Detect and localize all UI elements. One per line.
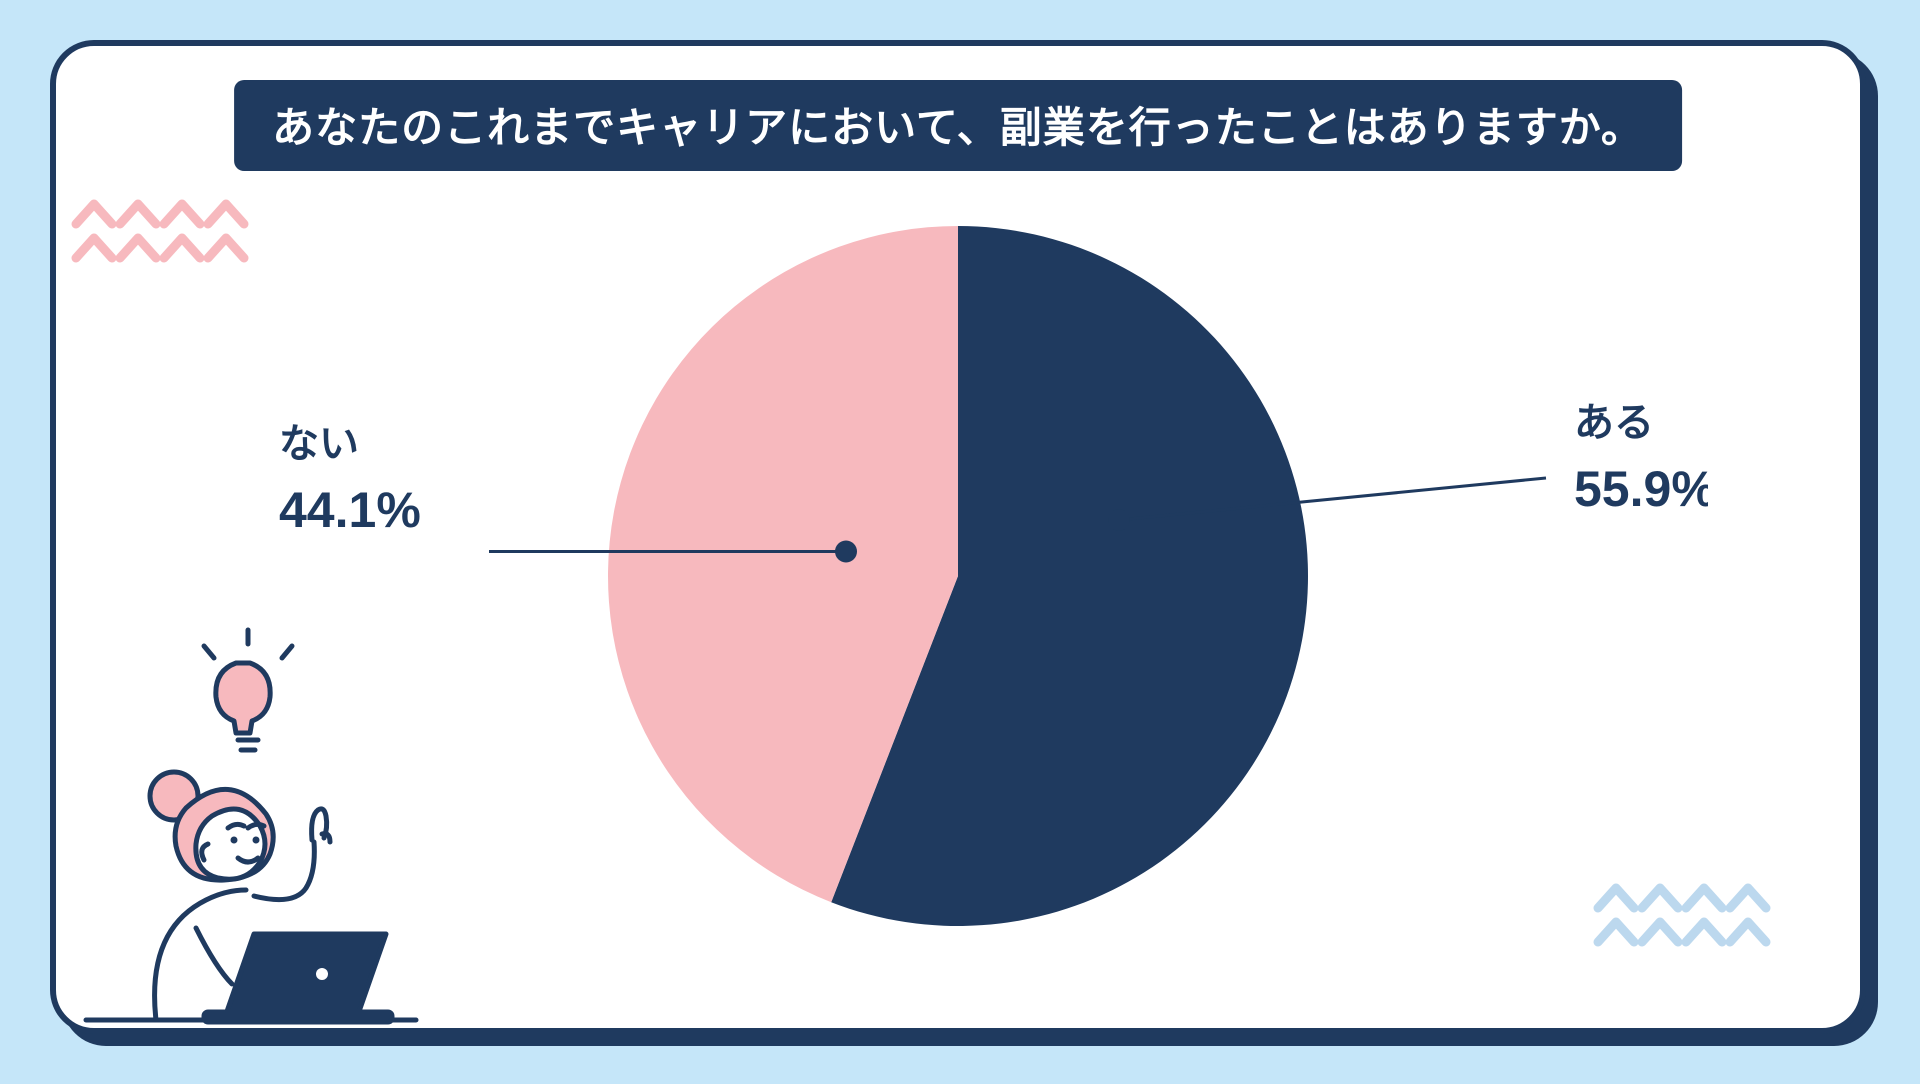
pie-slice-yes	[831, 226, 1308, 926]
person-illustration	[86, 628, 446, 1028]
pie-chart-container: ある 55.9% ない 44.1%	[608, 226, 1308, 926]
decor-chevrons-blue	[1590, 878, 1790, 958]
pie-percent-no: 44.1%	[279, 482, 421, 538]
infographic-card: あなたのこれまでキャリアにおいて、副業を行ったことはありますか。 ある 55.9…	[50, 40, 1866, 1034]
title-text: あなたのこれまでキャリアにおいて、副業を行ったことはありますか。	[272, 104, 1644, 151]
pie-label-yes: ある	[1574, 401, 1654, 445]
pie-slice-no	[608, 226, 958, 902]
pie-percent-yes: 55.9%	[1574, 461, 1708, 517]
decor-chevrons-pink	[68, 194, 268, 274]
title-bar: あなたのこれまでキャリアにおいて、副業を行ったことはありますか。	[234, 80, 1682, 171]
lightbulb-icon	[204, 630, 292, 750]
laptop-icon	[204, 934, 392, 1022]
pie-label-no: ない	[279, 422, 359, 466]
